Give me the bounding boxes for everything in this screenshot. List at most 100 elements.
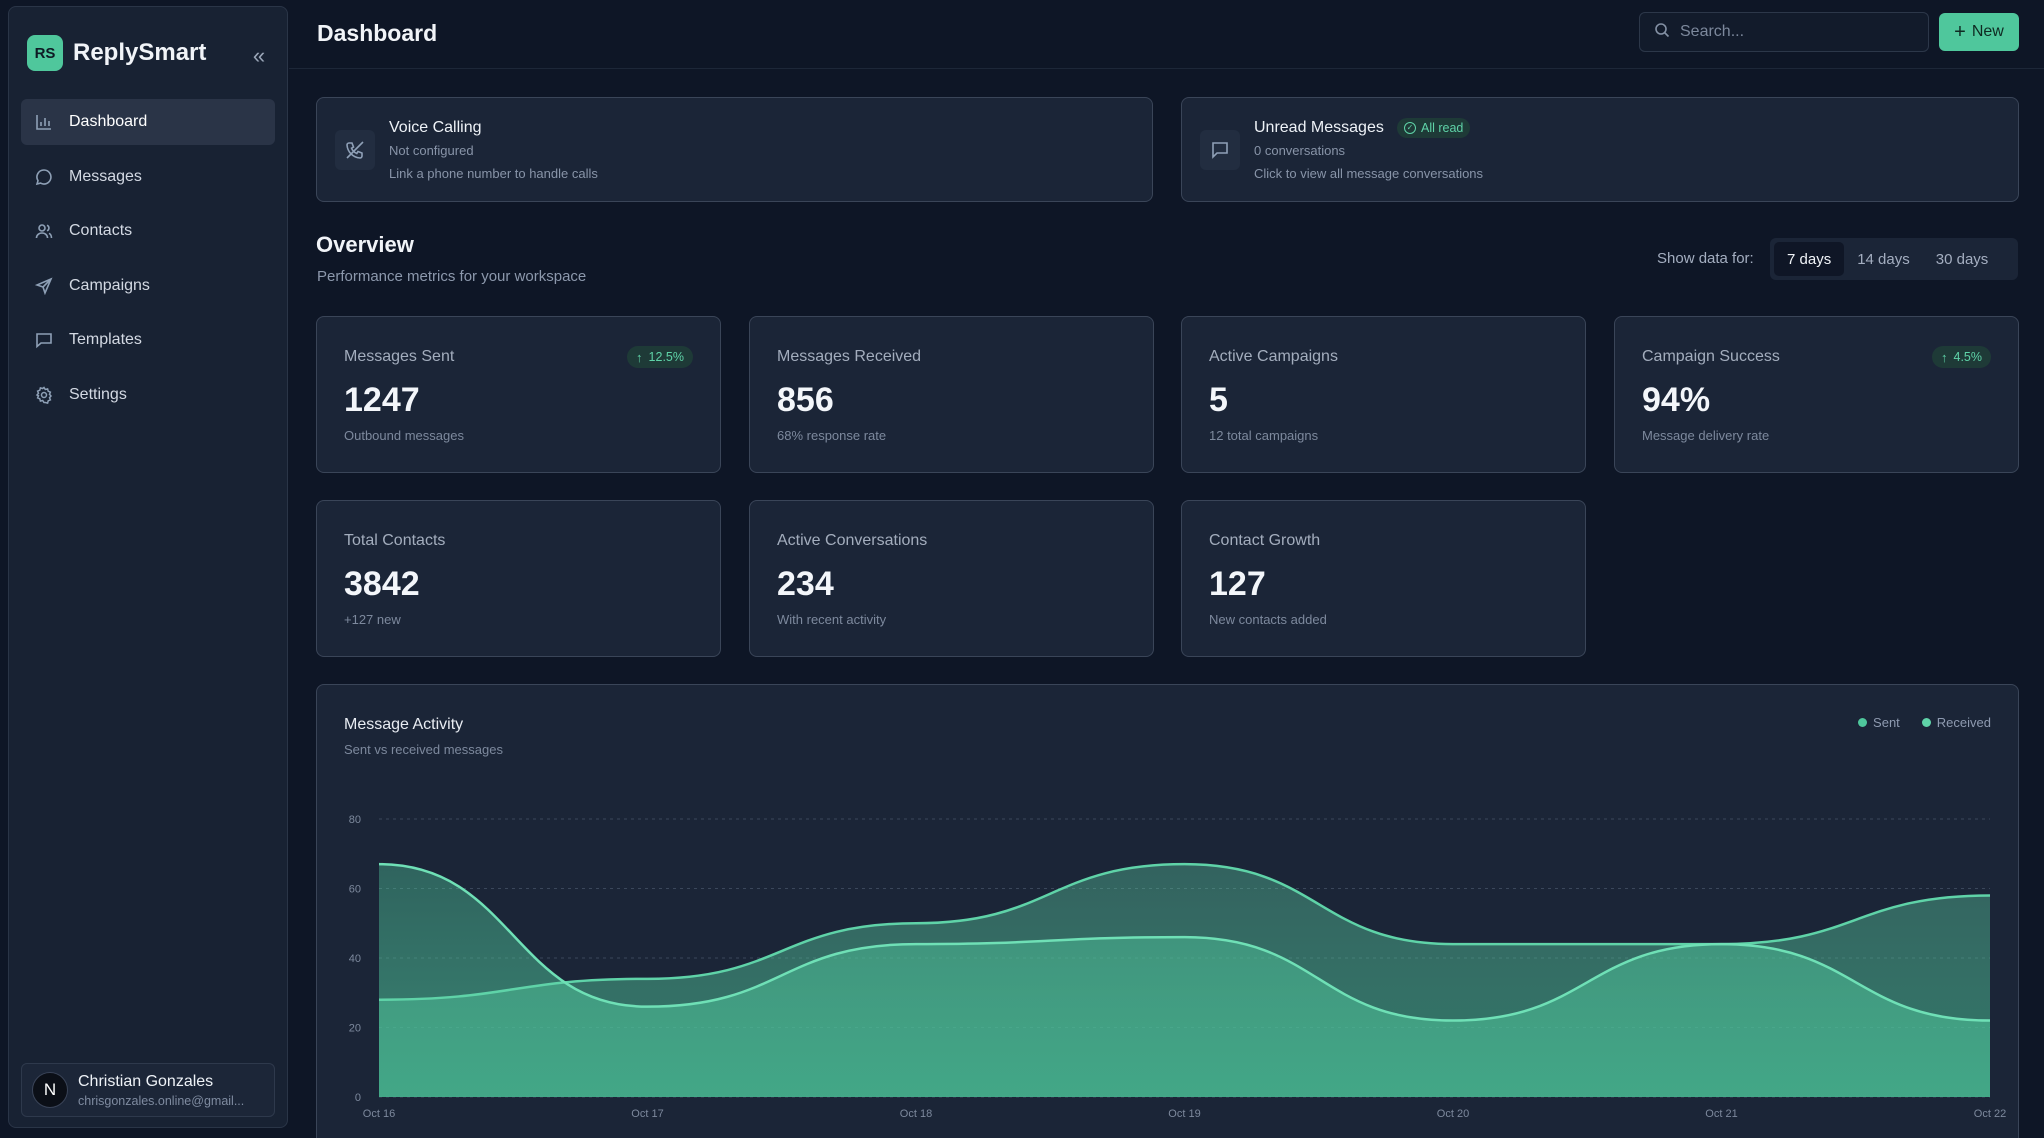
voice-calling-status: Not configured [389,143,474,158]
stat-value: 94% [1642,381,1711,419]
stat-label: Messages Sent [344,348,455,365]
check-circle-icon: ✓ [1404,122,1416,134]
stat-value: 3842 [344,565,420,603]
x-tick-label: Oct 17 [631,1108,663,1120]
voice-calling-card[interactable]: Voice Calling Not configured Link a phon… [316,97,1153,202]
tab-7-days[interactable]: 7 days [1774,242,1845,276]
sidebar-item-label: Dashboard [69,113,148,130]
chart-legend: Sent Received [1836,715,1991,730]
x-tick-label: Oct 20 [1437,1108,1469,1120]
stat-value: 856 [777,381,834,419]
legend-dot [1858,718,1868,727]
page-title: Dashboard [317,20,438,46]
legend-label: Sent [1873,715,1900,730]
unread-messages-card[interactable]: Unread Messages ✓ All read 0 conversatio… [1181,97,2019,202]
range-label: Show data for: [1657,250,1754,267]
arrow-up-icon: ↑ [636,349,643,365]
stat-value: 234 [777,565,834,603]
legend-label: Received [1936,715,1991,730]
x-tick-label: Oct 16 [363,1108,395,1120]
brand-name: ReplySmart [73,39,207,66]
stat-value: 1247 [344,381,420,419]
message-activity-chart-card: Message Activity Sent vs received messag… [316,684,2019,1138]
avatar: N [32,1072,68,1108]
sidebar-item-settings[interactable]: Settings [21,372,275,418]
gear-icon [35,385,53,404]
x-tick-label: Oct 21 [1705,1108,1737,1120]
trend-badge: ↑ 4.5% [1932,346,1991,368]
unread-count: 0 conversations [1254,143,1346,158]
stat-card-contact-growth[interactable]: Contact Growth 127 New contacts added [1181,500,1586,657]
search-icon [1654,22,1670,43]
stat-sub: 68% response rate [777,428,887,443]
overview-title: Overview [316,232,414,257]
stat-label: Active Campaigns [1209,348,1338,365]
stat-label: Campaign Success [1642,348,1780,365]
legend-dot [1921,718,1931,727]
sidebar-nav: Dashboard Messages Contacts Campaigns Te… [21,99,275,426]
sidebar-item-label: Contacts [69,222,133,239]
y-tick-label: 40 [349,953,361,965]
new-button[interactable]: + New [1939,13,2019,51]
sidebar-item-messages[interactable]: Messages [21,154,275,200]
stat-label: Messages Received [777,348,922,365]
brand-logo: RS [27,35,63,71]
collapse-sidebar-icon[interactable]: « [252,43,266,68]
bar-chart-icon [35,113,53,131]
send-icon [35,276,53,295]
stat-value: 5 [1209,381,1228,419]
stat-label: Total Contacts [344,532,446,549]
stat-card-campaign-success[interactable]: Campaign Success ↑ 4.5% 94% Message deliv… [1614,316,2019,473]
tab-30-days[interactable]: 30 days [1935,250,1989,268]
new-button-label: New [1971,23,2004,40]
sidebar-item-contacts[interactable]: Contacts [21,208,275,254]
x-tick-label: Oct 18 [900,1108,932,1120]
area-sent [379,864,1990,1097]
sidebar-item-label: Templates [69,331,142,348]
user-menu[interactable]: N Christian Gonzales chrisgonzales.onlin… [21,1063,275,1117]
voice-calling-title: Voice Calling [389,119,482,136]
stat-sub: 12 total campaigns [1209,428,1319,443]
search-box[interactable] [1639,12,1929,52]
brand[interactable]: RS ReplySmart [27,35,206,71]
sidebar-item-label: Messages [69,167,142,185]
sidebar-item-campaigns[interactable]: Campaigns [21,263,275,309]
stat-label: Active Conversations [777,532,928,549]
y-tick-label: 80 [349,814,361,826]
chart-subtitle: Sent vs received messages [344,742,503,757]
chat-bubble-icon [35,168,53,186]
trend-value: 12.5% [648,350,684,364]
unread-description: Click to view all message conversations [1254,166,1484,181]
search-input[interactable] [1680,23,1910,41]
line-sent [378,862,1991,1022]
sidebar: RS ReplySmart « Dashboard Messages Conta… [8,6,288,1128]
y-tick-label: 20 [349,1023,361,1035]
stat-sub: With recent activity [777,612,887,627]
header-divider [289,68,2044,69]
arrow-up-icon: ↑ [1941,349,1948,365]
user-email: chrisgonzales.online@gmail... [78,1093,245,1108]
sidebar-item-templates[interactable]: Templates [21,317,275,363]
overview-subtitle: Performance metrics for your workspace [317,268,587,285]
stat-card-messages-received[interactable]: Messages Received 856 68% response rate [749,316,1154,473]
chart-title: Message Activity [344,716,464,733]
sidebar-item-dashboard[interactable]: Dashboard [21,99,275,145]
sidebar-item-label: Campaigns [69,276,150,294]
legend-item-received[interactable]: Received [1921,715,1991,730]
message-activity-chart: 0 20 40 60 80 Oct 16 Oct 17 Oct 18 Oct 19 Oct 20 O… [349,814,2006,1120]
sidebar-item-label: Settings [69,385,127,403]
y-tick-label: 0 [355,1092,361,1104]
plus-icon: + [1954,20,1966,43]
trend-value: 4.5% [1953,350,1983,364]
tab-14-days[interactable]: 14 days [1857,250,1910,268]
stat-card-messages-sent[interactable]: Messages Sent ↑ 12.5% 1247 Outbound messa… [316,316,721,473]
voice-calling-description: Link a phone number to handle calls [389,166,598,181]
stat-card-active-campaigns[interactable]: Active Campaigns 5 12 total campaigns [1181,316,1586,473]
phone-off-icon [335,130,375,170]
stat-card-total-contacts[interactable]: Total Contacts 3842 +127 new [316,500,721,657]
legend-item-sent[interactable]: Sent [1858,715,1900,730]
stat-card-active-conversations[interactable]: Active Conversations 234 With recent act… [749,500,1154,657]
message-square-icon [1200,130,1240,170]
y-tick-label: 60 [349,884,361,896]
x-tick-label: Oct 19 [1168,1108,1200,1120]
